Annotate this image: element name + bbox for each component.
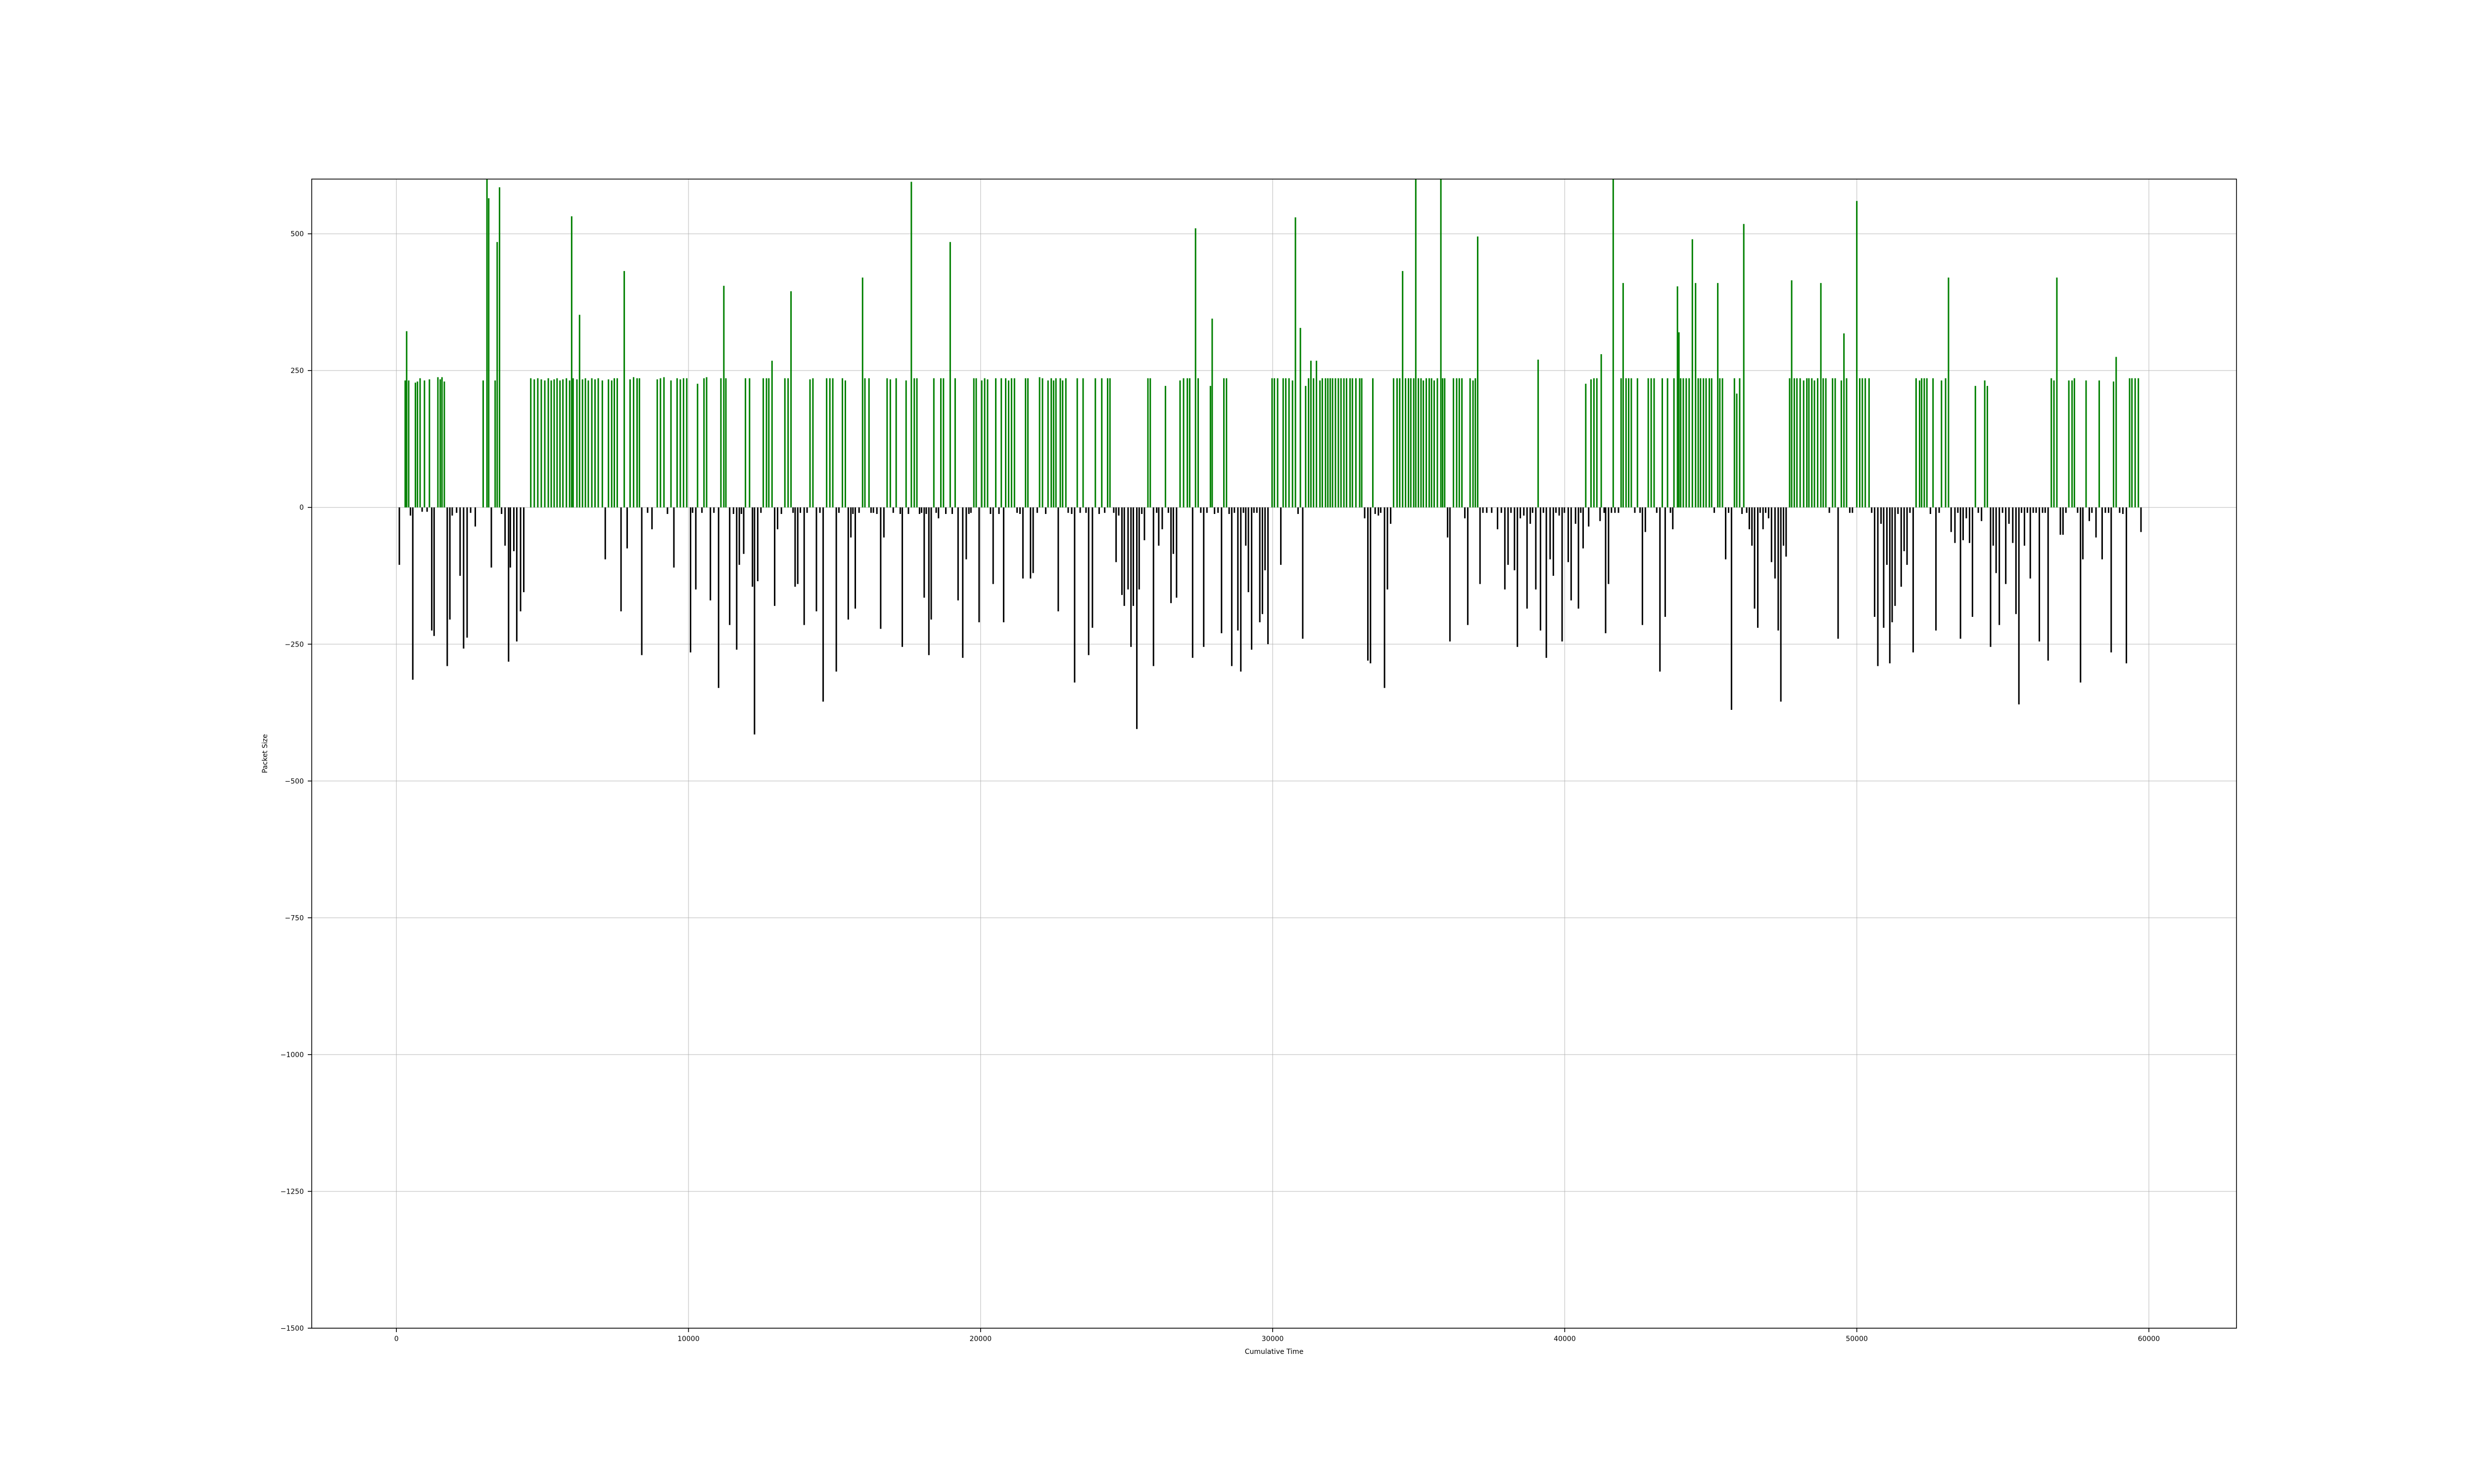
axis-ticks: 0 10000 20000 30000 40000 50000 60000 −1500 −125… [281, 231, 2160, 1343]
y-tick-label: 0 [299, 504, 304, 512]
x-tick-label: 10000 [677, 1335, 700, 1343]
plot-frame [311, 179, 2237, 1329]
x-tick-label: 20000 [969, 1335, 992, 1343]
y-tick-label: −500 [285, 778, 304, 786]
y-tick-label: −750 [285, 914, 304, 922]
y-tick-label: −1250 [281, 1188, 304, 1196]
x-tick-label: 30000 [1262, 1335, 1284, 1343]
y-tick-label: −1000 [281, 1051, 304, 1059]
x-tick-label: 60000 [2138, 1335, 2160, 1343]
x-tick-label: 0 [394, 1335, 399, 1343]
y-tick-label: 500 [290, 231, 304, 238]
y-tick-label: −250 [285, 641, 304, 649]
y-tick-label: 250 [290, 367, 304, 375]
x-tick-label: 50000 [1846, 1335, 1868, 1343]
x-tick-label: 40000 [1554, 1335, 1576, 1343]
y-tick-label: −1500 [281, 1325, 304, 1333]
x-axis-label: Cumulative Time [1245, 1348, 1304, 1356]
y-axis-label: Packet Size [261, 734, 269, 773]
data-bars [398, 179, 2142, 735]
